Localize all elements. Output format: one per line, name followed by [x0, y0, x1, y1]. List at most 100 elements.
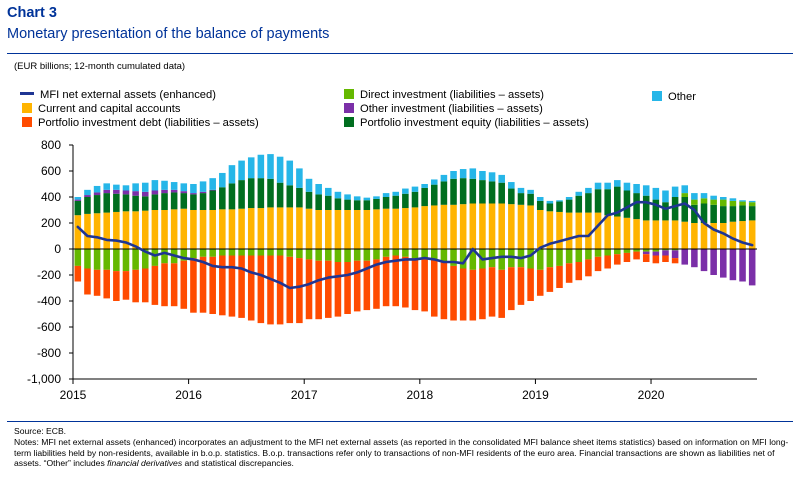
series-line-mfi-net-external-assets [76, 200, 754, 290]
bar-current [161, 210, 168, 249]
bar-direct [363, 249, 371, 261]
legend-swatch [22, 117, 32, 127]
bar-porteq [440, 181, 448, 205]
bar-portdebt [286, 256, 294, 324]
bar-portdebt [440, 262, 448, 320]
bar-porteq [267, 178, 274, 208]
bar-other [700, 193, 708, 199]
bar-other [199, 181, 207, 192]
bar-other [681, 185, 689, 194]
bar-direct [84, 249, 91, 269]
bar-otherinv [739, 249, 746, 282]
bar-portdebt [546, 267, 554, 292]
bar-otherinv [132, 191, 139, 196]
bar-other [565, 197, 573, 200]
bar-other [556, 200, 563, 202]
bar-current [536, 210, 544, 249]
bar-direct [334, 249, 342, 262]
bar-direct [411, 249, 419, 259]
bar-porteq [700, 203, 708, 223]
legend-swatch [344, 89, 354, 99]
bar-porteq [74, 200, 82, 216]
bar-other [440, 174, 448, 182]
bar-direct [642, 249, 650, 252]
bar-direct [623, 249, 631, 253]
bar-direct [74, 249, 82, 266]
bar-portdebt [180, 260, 188, 309]
bar-portdebt [190, 258, 197, 313]
bar-portdebt [238, 255, 245, 318]
bar-other [430, 179, 438, 185]
bar-current [267, 207, 274, 249]
bar-otherinv [671, 250, 679, 259]
bar-portdebt [247, 255, 255, 321]
bar-direct [662, 249, 669, 251]
bar-current [315, 210, 322, 249]
chart-number: Chart 3 [7, 5, 57, 21]
bar-porteq [604, 189, 611, 216]
x-tick-label: 2016 [175, 388, 202, 402]
bar-porteq [228, 183, 236, 210]
bar-current [199, 210, 207, 249]
bar-current [633, 219, 640, 249]
bar-direct [190, 249, 197, 259]
bar-other [286, 160, 294, 186]
bar-other [170, 182, 178, 190]
bar-other [450, 171, 457, 179]
bar-other [382, 193, 390, 197]
y-tick-label: 200 [41, 216, 61, 230]
bar-current [421, 206, 428, 249]
bar-portdebt [103, 269, 110, 299]
bar-other [305, 178, 313, 192]
bar-porteq [353, 200, 361, 210]
bar-portdebt [228, 255, 236, 317]
bar-current [720, 223, 727, 249]
bar-current [238, 208, 245, 249]
bar-direct [700, 198, 708, 204]
bar-porteq [430, 184, 438, 206]
bar-other [729, 198, 737, 201]
bar-portdebt [488, 267, 496, 317]
bar-porteq [720, 206, 727, 223]
bar-otherinv [103, 189, 110, 194]
bar-direct [199, 249, 207, 257]
bar-current [748, 220, 756, 249]
bar-other [575, 191, 583, 196]
bar-current [710, 223, 717, 249]
legend-swatch [344, 103, 354, 113]
y-tick-label: 400 [41, 190, 61, 204]
bar-current [440, 204, 448, 249]
bar-portdebt [565, 263, 573, 283]
bar-portdebt [325, 260, 332, 318]
bar-otherinv [180, 191, 188, 194]
legend-line-swatch [20, 92, 34, 95]
bar-current [594, 212, 602, 249]
bar-current [662, 220, 669, 249]
bar-portdebt [459, 268, 467, 321]
notes-text-part-2: and statistical discrepancies. [182, 458, 294, 469]
bar-other [267, 154, 274, 179]
bar-direct [421, 249, 428, 259]
bar-otherinv [729, 249, 737, 281]
bar-other [363, 197, 371, 201]
bar-porteq [411, 191, 419, 208]
bar-current [517, 204, 525, 249]
bar-portdebt [450, 265, 457, 321]
bar-portdebt [575, 262, 583, 281]
legend-item-other: Other [652, 90, 696, 104]
bar-other [421, 184, 428, 188]
bar-current [671, 220, 679, 249]
bar-current [402, 208, 409, 249]
bar-other [508, 182, 515, 189]
bar-direct [691, 199, 698, 205]
bar-porteq [681, 197, 689, 222]
bar-porteq [402, 193, 409, 209]
bar-direct [565, 249, 573, 264]
bar-porteq [739, 205, 746, 222]
bar-current [93, 213, 101, 249]
bar-portdebt [334, 262, 342, 317]
bar-current [479, 203, 486, 249]
bar-porteq [84, 197, 91, 214]
bar-otherinv [199, 191, 207, 194]
bar-current [180, 208, 188, 249]
